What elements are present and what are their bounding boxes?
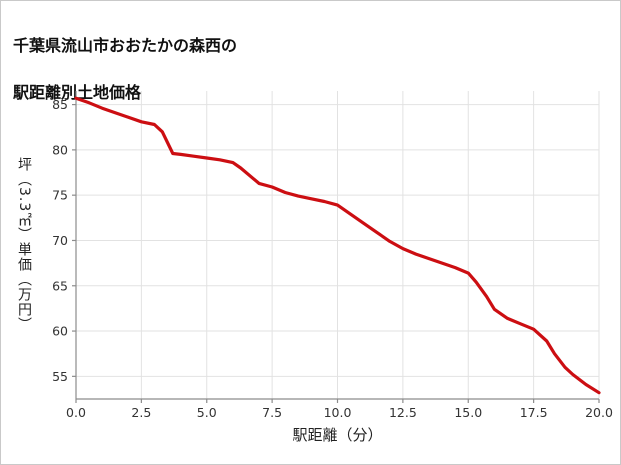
chart-title: 千葉県流山市おおたかの森西の 駅距離別土地価格 [13,11,237,127]
y-tick-label: 80 [52,142,68,157]
x-tick-label: 5.0 [197,405,217,420]
y-tick-label: 60 [52,324,68,339]
y-tick-label: 75 [52,188,68,203]
x-tick-label: 2.5 [131,405,151,420]
x-tick-label: 10.0 [324,405,352,420]
price-line [74,96,601,395]
chart-title-line-1: 千葉県流山市おおたかの森西の [13,36,238,56]
x-tick-label: 15.0 [454,405,482,420]
y-tick-label: 85 [52,97,68,112]
x-tick-label: 7.5 [262,405,282,420]
y-axis-label: 坪（3.3㎡）単価（万円） [16,157,32,333]
y-tick-label: 55 [52,369,68,384]
y-tick-label: 70 [52,233,68,248]
y-tick-label: 65 [52,278,68,293]
x-axis-label: 駅距離（分） [292,426,383,444]
x-tick-label: 0.0 [66,405,86,420]
x-tick-label: 12.5 [389,405,417,420]
x-tick-label: 17.5 [520,405,548,420]
chart-title-line-2: 駅距離別土地価格 [13,82,142,102]
x-tick-label: 20.0 [585,405,613,420]
